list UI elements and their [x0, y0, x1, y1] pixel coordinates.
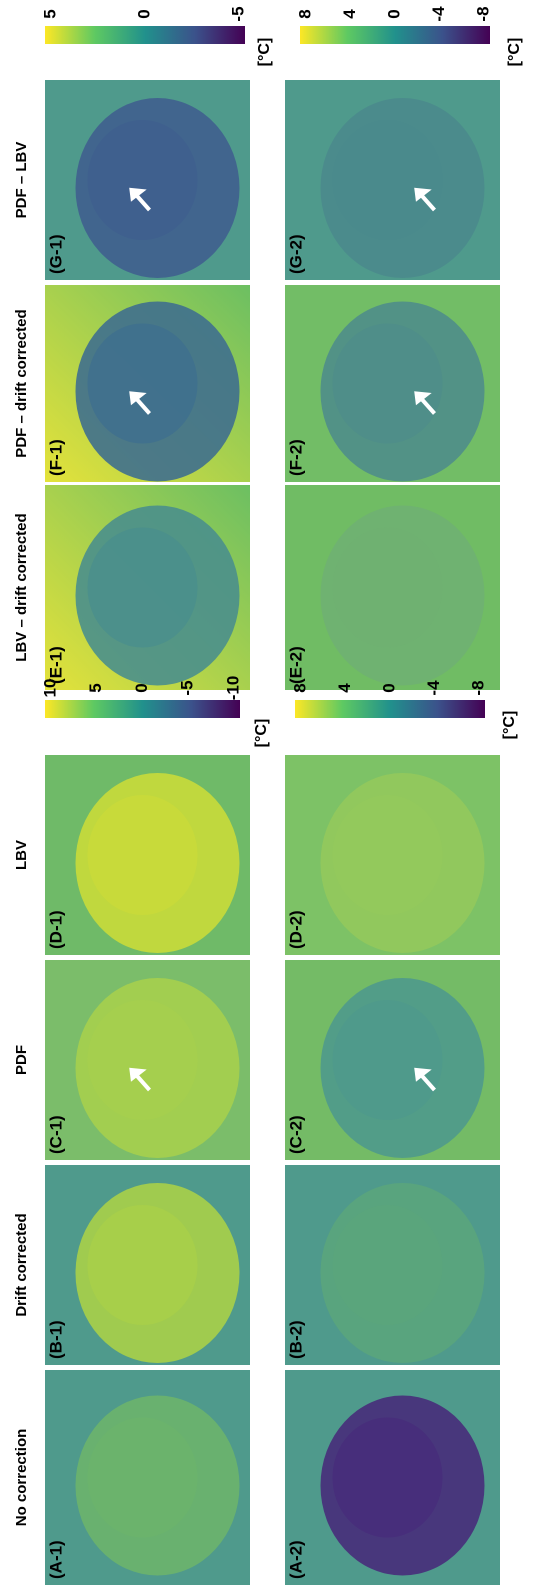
- colorbar: [45, 700, 240, 718]
- colorbar-tick-label: -8: [473, 6, 492, 21]
- colorbar-tick-label: 4: [340, 9, 359, 19]
- panel-label: (G-1): [46, 234, 65, 274]
- tissue-core: [87, 1205, 198, 1325]
- colorbar: [45, 26, 245, 44]
- column-title: Drift corrected: [13, 1213, 30, 1316]
- panel-label: (E-1): [46, 646, 65, 684]
- colorbar-tick-label: 0: [132, 683, 151, 692]
- colorbar-unit: [°C]: [253, 719, 270, 748]
- tissue-core: [87, 1000, 198, 1120]
- colorbar-tick-label: -8: [468, 680, 487, 695]
- panel-label: (B-1): [46, 1320, 65, 1359]
- colorbar-tick-label: 0: [134, 9, 153, 18]
- column-title: No correction: [13, 1429, 30, 1527]
- tissue-core: [332, 1205, 443, 1325]
- tissue-core: [87, 527, 198, 648]
- column-title: LBV – drift corrected: [13, 513, 30, 661]
- column-title: PDF: [13, 1045, 30, 1075]
- tissue-core: [332, 120, 443, 240]
- colorbar: [300, 26, 490, 44]
- panel-label: (A-2): [286, 1540, 305, 1579]
- tissue-core: [87, 120, 198, 240]
- colorbar-tick-label: -5: [178, 680, 197, 695]
- panel-label: (C-2): [286, 1115, 305, 1154]
- panel-label: (D-2): [286, 910, 305, 949]
- colorbar-tick-label: 10: [40, 679, 59, 698]
- arrow: [414, 187, 436, 212]
- panel-label: (B-2): [286, 1320, 305, 1359]
- column-title: LBV: [13, 840, 30, 870]
- colorbar-unit: [°C]: [506, 38, 523, 67]
- colorbar-tick-label: -4: [424, 680, 443, 696]
- colorbar-tick-label: 5: [86, 683, 105, 692]
- column-title: PDF – LBV: [13, 142, 30, 219]
- arrow: [414, 1067, 436, 1092]
- tissue-core: [332, 1000, 443, 1120]
- arrow: [414, 391, 436, 415]
- panel-label: (D-1): [46, 910, 65, 949]
- panel-label: (F-2): [286, 439, 305, 476]
- colorbar-tick-label: 5: [40, 9, 59, 18]
- arrow: [129, 187, 151, 212]
- colorbar-tick-label: 0: [384, 9, 403, 18]
- colorbar-tick-label: 8: [290, 683, 309, 692]
- colorbar-unit: [°C]: [501, 711, 518, 740]
- colorbar-tick-label: 0: [379, 683, 398, 692]
- tissue-core: [332, 1417, 443, 1538]
- arrow: [129, 391, 151, 415]
- colorbar-tick-label: 8: [295, 9, 314, 18]
- panel-label: (C-1): [46, 1115, 65, 1154]
- panel-label: (F-1): [46, 439, 65, 476]
- colorbar: [295, 700, 485, 718]
- arrow: [129, 1067, 151, 1092]
- panel-label: (G-2): [286, 234, 305, 274]
- column-title: PDF – drift corrected: [13, 309, 30, 457]
- panel-label: (A-1): [46, 1540, 65, 1579]
- panel-label: (E-2): [286, 646, 305, 684]
- colorbar-tick-label: -5: [228, 6, 247, 21]
- tissue-core: [87, 795, 198, 915]
- colorbar-tick-label: 4: [335, 683, 354, 693]
- colorbar-tick-label: -4: [429, 6, 448, 22]
- colorbar-unit: [°C]: [256, 38, 273, 67]
- colorbar-tick-label: -10: [223, 676, 242, 701]
- tissue-core: [332, 323, 443, 444]
- tissue-core: [332, 795, 443, 915]
- tissue-core: [87, 323, 198, 444]
- tissue-core: [87, 1417, 198, 1538]
- tissue-core: [332, 527, 443, 648]
